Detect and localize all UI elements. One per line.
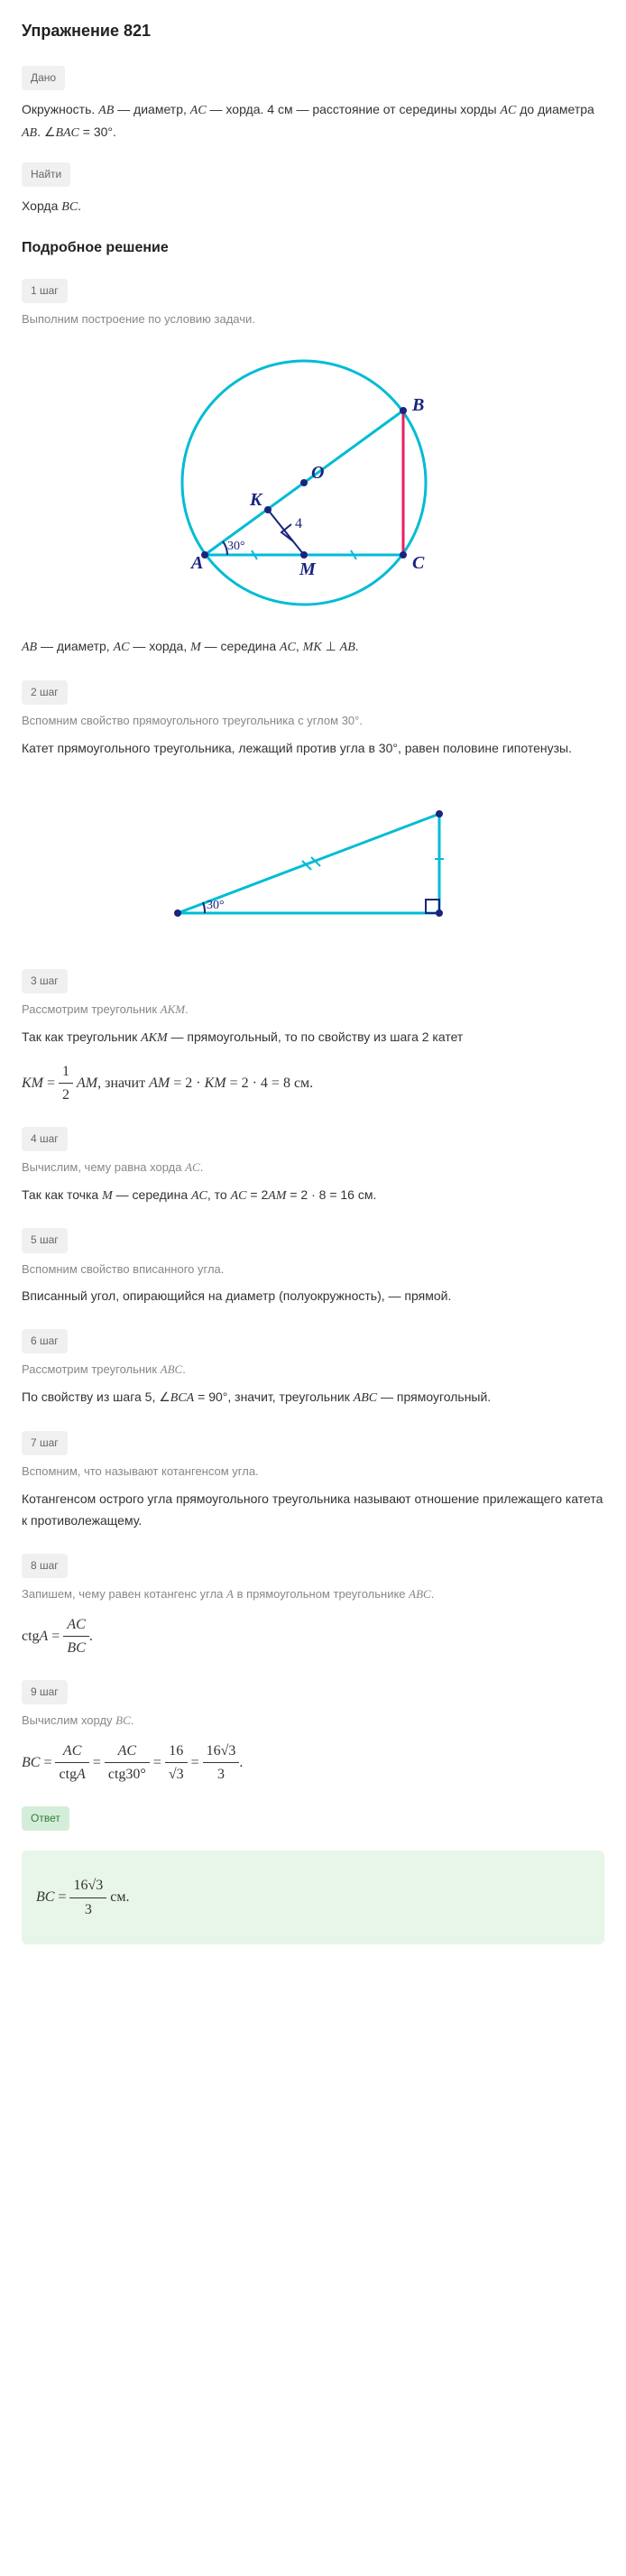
step-5-badge: 5 шаг [22,1228,68,1252]
step-5-text: Вписанный угол, опирающийся на диаметр (… [22,1286,604,1307]
step-1-badge: 1 шаг [22,279,68,303]
find-text: Хорда BC. [22,196,604,218]
step-8-formula: ctgA = ACBC. [22,1613,604,1660]
svg-text:K: K [249,490,263,510]
step-3-badge: 3 шаг [22,969,68,993]
diagram-2: 30° [22,778,604,940]
step-2-badge: 2 шаг [22,680,68,705]
svg-text:4: 4 [295,516,302,531]
exercise-title: Упражнение 821 [22,18,604,44]
solution-title: Подробное решение [22,236,604,260]
step-6-gray: Рассмотрим треугольник ABC. [22,1361,604,1380]
step-1-gray: Выполним построение по условию задачи. [22,310,604,329]
diagram-1: A B C O K M 30° 4 [22,347,604,618]
svg-text:30°: 30° [207,899,225,912]
step-3-text: Так как треугольник AKM — прямоугольный,… [22,1027,604,1049]
step-8-gray: Запишем, чему равен котангенс угла A в п… [22,1585,604,1604]
step-4-text: Так как точка M — середина AC, то AC = 2… [22,1185,604,1207]
answer-formula: BC = 16√33 см. [36,1874,590,1921]
answer-box: BC = 16√33 см. [22,1851,604,1944]
step-3-gray: Рассмотрим треугольник AKM. [22,1001,604,1020]
svg-text:30°: 30° [227,540,245,553]
given-text: Окружность. AB — диаметр, AC — хорда. 4 … [22,99,604,144]
svg-text:B: B [411,395,424,415]
step-9-formula: BC = ACctgA = ACctg30° = 16√3 = 16√33. [22,1740,604,1787]
find-badge: Найти [22,162,70,187]
step-9-gray: Вычислим хорду BC. [22,1712,604,1731]
step-2-text: Катет прямоугольного треугольника, лежащ… [22,738,604,760]
step-4-gray: Вычислим, чему равна хорда AC. [22,1159,604,1177]
svg-text:O: O [311,463,324,483]
svg-text:A: A [189,553,203,573]
diagram-1-caption: AB — диаметр, AC — хорда, M — середина A… [22,636,604,659]
answer-badge: Ответ [22,1806,69,1831]
step-6-badge: 6 шаг [22,1329,68,1353]
step-5-gray: Вспомним свойство вписанного угла. [22,1260,604,1279]
step-4-badge: 4 шаг [22,1127,68,1151]
step-7-gray: Вспомним, что называют котангенсом угла. [22,1463,604,1482]
step-7-text: Котангенсом острого угла прямоугольного … [22,1489,604,1532]
step-6-text: По свойству из шага 5, ∠BCA = 90°, значи… [22,1387,604,1409]
step-2-gray: Вспомним свойство прямоугольного треугол… [22,712,604,731]
svg-text:M: M [299,559,317,579]
step-9-badge: 9 шаг [22,1680,68,1704]
step-8-badge: 8 шаг [22,1554,68,1578]
given-badge: Дано [22,66,65,90]
step-7-badge: 7 шаг [22,1431,68,1455]
svg-text:C: C [412,553,425,573]
step-3-formula: KM = 12 AM, значит AM = 2 · KM = 2 · 4 =… [22,1060,604,1107]
